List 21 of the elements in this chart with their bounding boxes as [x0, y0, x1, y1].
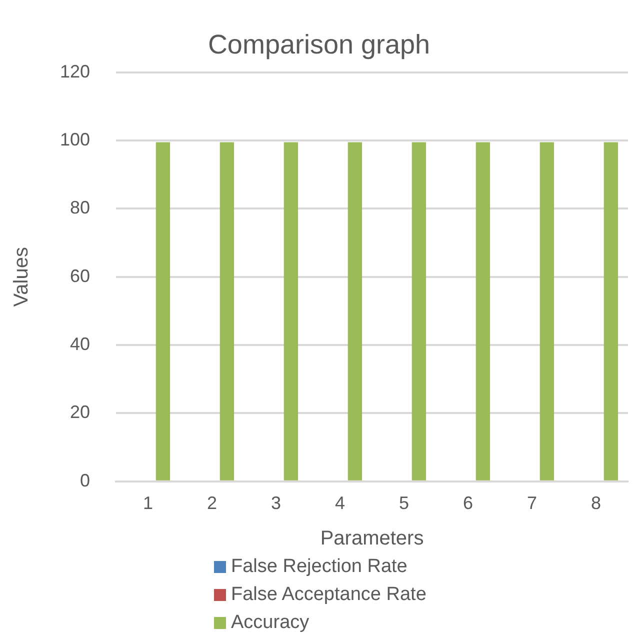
legend-label: False Rejection Rate — [231, 555, 408, 579]
x-tick-label: 3 — [271, 493, 282, 514]
y-tick-label: 120 — [60, 61, 90, 82]
x-axis-title: Parameters — [320, 528, 424, 550]
y-axis-title: Values — [10, 247, 33, 307]
y-tick-label: 60 — [70, 266, 90, 286]
y-tick-label: 80 — [70, 198, 90, 218]
y-tick-label: 40 — [70, 334, 90, 354]
x-tick-label: 4 — [335, 493, 346, 514]
x-tick-label: 2 — [207, 493, 218, 514]
legend-label: Accuracy — [231, 611, 310, 635]
y-tick-label: 20 — [70, 402, 90, 422]
y-tick-label: 0 — [80, 470, 90, 490]
y-tick-label: 100 — [60, 130, 90, 150]
x-tick-label: 8 — [590, 493, 602, 514]
x-tick-label: 5 — [399, 493, 410, 514]
chart-title: Comparison graph — [208, 30, 430, 60]
legend-label: False Acceptance Rate — [231, 583, 426, 607]
x-tick-label: 7 — [527, 493, 538, 514]
x-tick-label: 1 — [143, 493, 154, 514]
x-tick-label: 6 — [463, 493, 474, 514]
